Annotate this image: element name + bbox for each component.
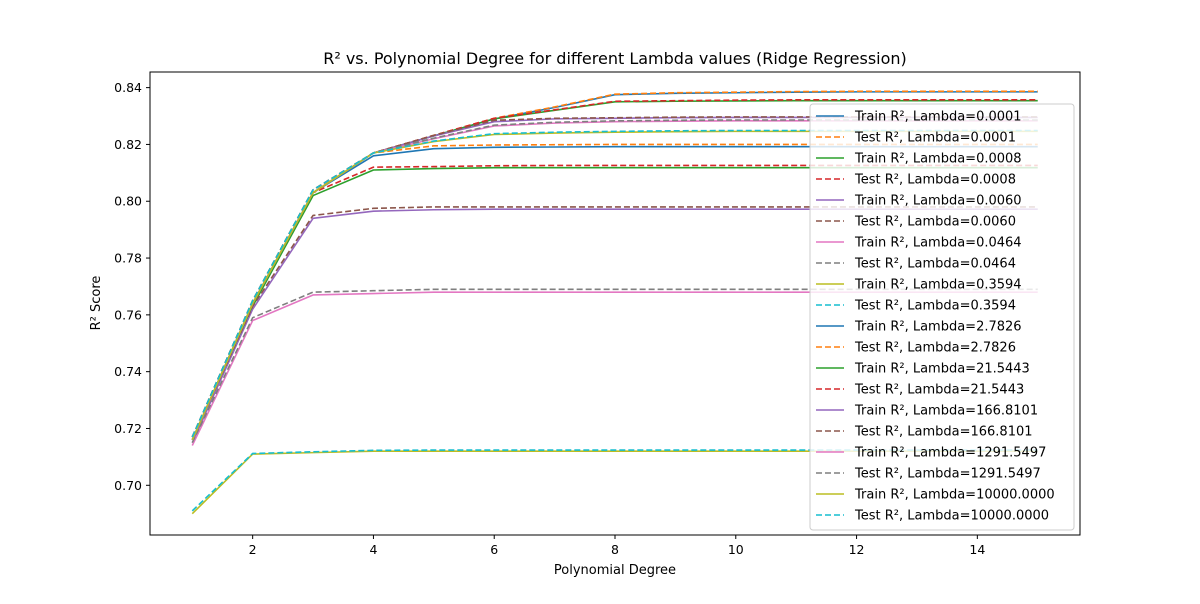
- y-axis-label: R² Score: [89, 276, 104, 331]
- y-tick-label-0: 0.70: [114, 478, 142, 493]
- legend-box: [809, 103, 1075, 531]
- x-tick-label-2: 6: [490, 542, 498, 557]
- legend-label-0: Train R², Lambda=0.0001: [854, 110, 1022, 125]
- x-axis-ticks: 2 4 6 8 10 12 14: [249, 535, 985, 557]
- legend-label-11: Test R², Lambda=2.7826: [854, 341, 1016, 356]
- legend: Train R², Lambda=0.0001 Test R², Lambda=0…: [809, 103, 1075, 531]
- series-line-19: [191, 129, 1038, 438]
- legend-label-4: Train R², Lambda=0.0060: [854, 194, 1022, 209]
- legend-label-18: Train R², Lambda=10000.0000: [854, 488, 1055, 503]
- x-tick-label-4: 10: [728, 542, 744, 557]
- legend-label-1: Test R², Lambda=0.0001: [854, 131, 1016, 146]
- y-tick-label-5: 0.80: [114, 194, 142, 209]
- x-tick-label-0: 2: [249, 542, 257, 557]
- y-tick-label-3: 0.76: [114, 307, 142, 322]
- x-axis-label: Polynomial Degree: [554, 563, 676, 578]
- y-tick-label-7: 0.84: [114, 80, 142, 95]
- legend-label-3: Test R², Lambda=0.0008: [854, 173, 1016, 188]
- chart-title: R² vs. Polynomial Degree for different L…: [323, 49, 907, 68]
- legend-label-16: Train R², Lambda=1291.5497: [854, 446, 1046, 461]
- y-tick-label-1: 0.72: [114, 421, 142, 436]
- legend-label-8: Train R², Lambda=0.3594: [854, 278, 1022, 293]
- legend-label-12: Train R², Lambda=21.5443: [854, 362, 1030, 377]
- series-lines-layer: [191, 90, 1038, 515]
- legend-label-2: Train R², Lambda=0.0008: [854, 152, 1022, 167]
- legend-label-7: Test R², Lambda=0.0464: [854, 257, 1016, 272]
- legend-label-13: Test R², Lambda=21.5443: [854, 383, 1024, 398]
- series-line-9: [191, 449, 1038, 512]
- legend-label-15: Test R², Lambda=166.8101: [854, 425, 1033, 440]
- legend-label-6: Train R², Lambda=0.0464: [854, 236, 1022, 251]
- x-tick-label-3: 8: [611, 542, 619, 557]
- y-axis-ticks: 0.70 0.72 0.74 0.76 0.78 0.80 0.82 0.84: [114, 80, 150, 493]
- legend-label-17: Test R², Lambda=1291.5497: [854, 467, 1041, 482]
- y-tick-label-4: 0.78: [114, 251, 142, 266]
- y-tick-label-2: 0.74: [114, 364, 142, 379]
- legend-label-19: Test R², Lambda=10000.0000: [854, 509, 1049, 524]
- x-tick-label-6: 14: [969, 542, 985, 557]
- legend-label-9: Test R², Lambda=0.3594: [854, 299, 1016, 314]
- x-tick-label-5: 12: [849, 542, 865, 557]
- x-tick-label-1: 4: [369, 542, 377, 557]
- legend-label-5: Test R², Lambda=0.0060: [854, 215, 1016, 230]
- legend-label-10: Train R², Lambda=2.7826: [854, 320, 1022, 335]
- legend-label-14: Train R², Lambda=166.8101: [854, 404, 1038, 419]
- series-line-3: [191, 164, 1038, 438]
- y-tick-label-6: 0.82: [114, 137, 142, 152]
